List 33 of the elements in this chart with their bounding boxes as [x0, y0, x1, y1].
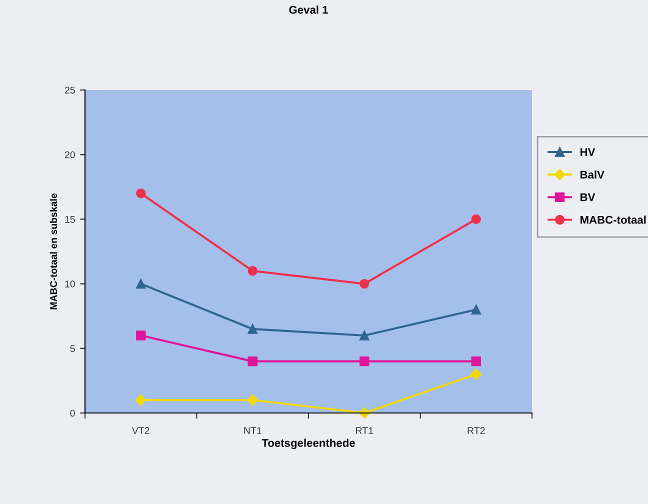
point: [360, 356, 370, 366]
y-tick-label: 5: [70, 345, 75, 352]
chart-title: Geval 1: [289, 6, 328, 14]
point: [248, 266, 258, 276]
point: [136, 330, 146, 340]
legend-label: BV: [580, 193, 596, 202]
point: [360, 278, 370, 289]
y-tick-label: 20: [64, 151, 75, 158]
point: [360, 330, 370, 340]
point: [358, 407, 370, 419]
y-tick-label: 25: [64, 86, 75, 94]
x-tick-label: NT1: [244, 427, 262, 434]
y-tick-label: 10: [65, 280, 75, 288]
point: [471, 214, 481, 224]
point: [247, 394, 258, 406]
point: [470, 368, 482, 380]
y-tick-label: 15: [65, 216, 75, 223]
legend-label: BalV: [580, 170, 604, 179]
x-tick-label: RT2: [468, 427, 485, 434]
y-tick-label: 0: [70, 410, 75, 417]
point: [471, 304, 481, 314]
legend-label: HV: [580, 148, 596, 156]
point: [136, 188, 146, 198]
x-tick-label: VT2: [132, 427, 150, 434]
point: [248, 356, 258, 366]
point: [135, 394, 146, 406]
point: [136, 278, 146, 289]
y-axis-title: MABC-totaal en subskale: [50, 193, 57, 310]
legend-label: MABC-totaal: [580, 216, 646, 224]
point: [248, 324, 258, 334]
point: [471, 356, 481, 366]
x-axis-title: Toetsgeleenthede: [262, 438, 355, 450]
x-tick-label: RT1: [356, 427, 373, 434]
